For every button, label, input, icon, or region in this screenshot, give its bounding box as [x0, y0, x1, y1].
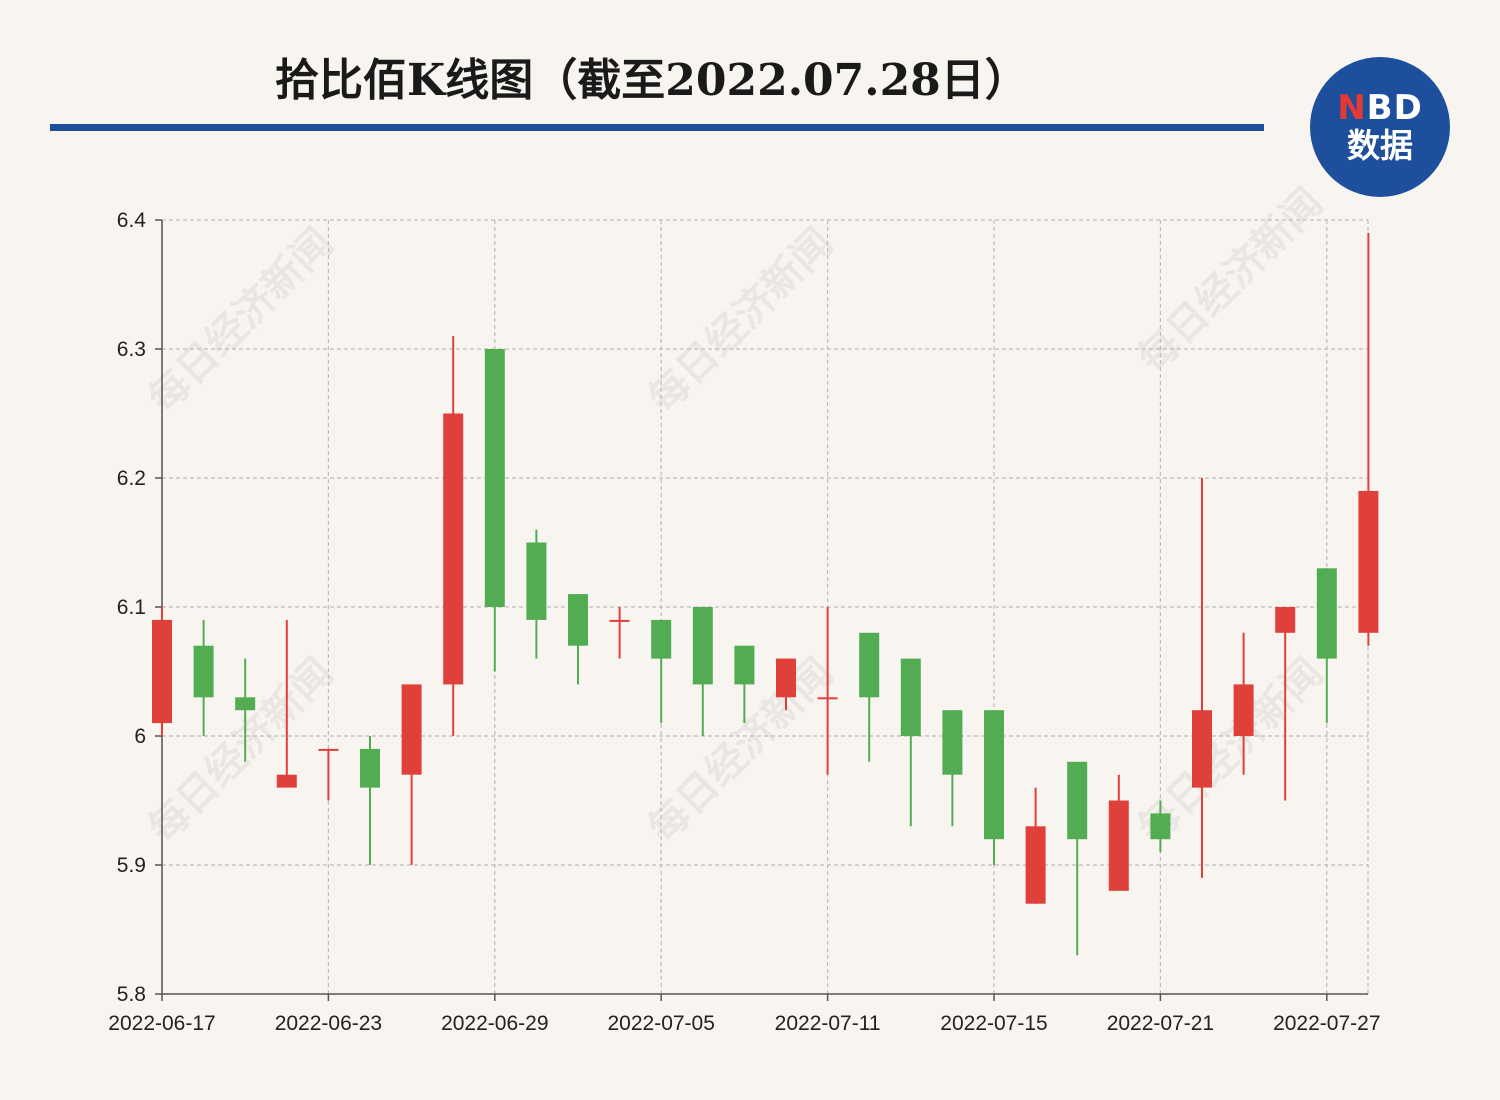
- candle-body: [1108, 800, 1129, 891]
- candle-body: [1233, 684, 1254, 736]
- candle-body: [401, 684, 422, 775]
- candle: [900, 658, 921, 827]
- candle-body: [984, 710, 1004, 840]
- candle-body: [193, 645, 214, 698]
- x-tick-label: 2022-07-11: [775, 1012, 881, 1035]
- logo-bd-letters: BD: [1366, 88, 1423, 128]
- y-tick-label: 6.1: [117, 596, 146, 619]
- candle: [817, 607, 838, 775]
- title-underline: [50, 124, 1264, 131]
- candle: [692, 607, 713, 736]
- watermark-text: 每日经济新闻: [140, 220, 342, 422]
- x-tick-label: 2022-07-15: [940, 1012, 1047, 1035]
- candle-body: [484, 349, 505, 607]
- candle: [276, 619, 297, 788]
- candles: [152, 232, 1379, 956]
- candle: [1192, 478, 1212, 878]
- candle: [859, 632, 880, 762]
- x-tick-label: 2022-07-05: [607, 1012, 714, 1035]
- chart-title: 拾比佰K线图（截至2022.07.28日）: [275, 55, 1029, 106]
- candle: [443, 336, 464, 736]
- candle-body: [360, 748, 380, 788]
- candle: [942, 710, 963, 827]
- candle-body: [1067, 761, 1088, 840]
- y-tick-label: 6.4: [117, 209, 147, 232]
- candle: [776, 658, 796, 711]
- candle: [651, 619, 672, 724]
- x-tick-label: 2022-06-29: [441, 1012, 548, 1035]
- candle: [568, 594, 588, 685]
- candle: [1233, 632, 1254, 775]
- candle: [1025, 787, 1046, 904]
- candle-body: [651, 619, 672, 659]
- x-tick-label: 2022-07-27: [1273, 1012, 1380, 1035]
- candle: [318, 748, 339, 801]
- candle: [1067, 761, 1088, 956]
- x-tick-label: 2022-06-23: [275, 1012, 382, 1035]
- candle-body: [1192, 710, 1212, 788]
- candle: [484, 349, 505, 672]
- candle: [235, 658, 256, 762]
- candle-body: [568, 594, 588, 646]
- candle: [1358, 232, 1379, 646]
- watermark-text: 每日经济新闻: [1130, 180, 1332, 382]
- candle-body: [526, 542, 547, 620]
- candle-body: [1358, 490, 1379, 633]
- candle-body: [1275, 607, 1296, 633]
- y-axis-labels: 5.8 5.9 6 6.1 6.2 6.3 6.4: [117, 209, 147, 1006]
- candle: [734, 645, 755, 724]
- candle: [401, 684, 422, 865]
- candle-body: [609, 619, 630, 622]
- candle-body: [900, 658, 921, 736]
- candle-body: [734, 645, 755, 685]
- x-tick-label: 2022-06-17: [108, 1012, 215, 1035]
- y-tick-label: 6.3: [117, 338, 146, 361]
- candle: [360, 736, 380, 865]
- candle: [152, 607, 172, 736]
- candle-body: [942, 710, 963, 775]
- candle-body: [692, 607, 713, 685]
- candle-body: [1025, 826, 1046, 904]
- candle-body: [235, 697, 256, 711]
- candle-body: [817, 697, 838, 700]
- logo-data-text: 数据: [1347, 126, 1413, 165]
- candle: [609, 607, 630, 659]
- candle: [984, 710, 1004, 865]
- candle-body: [443, 413, 464, 685]
- candle: [1316, 568, 1337, 724]
- candle-body: [776, 658, 796, 698]
- candle: [193, 619, 214, 736]
- candle-body: [859, 632, 880, 698]
- x-axis-labels: 2022-06-17 2022-06-23 2022-06-29 2022-07-05…: [108, 1012, 1380, 1035]
- y-tick-label: 5.8: [117, 983, 146, 1006]
- candle: [1275, 607, 1296, 801]
- candle-body: [1316, 568, 1337, 659]
- candle-body: [152, 619, 172, 724]
- candle: [1150, 800, 1171, 853]
- y-tick-label: 5.9: [117, 854, 146, 877]
- candle-body: [276, 774, 297, 788]
- candle-body: [318, 748, 339, 751]
- watermark-text: 每日经济新闻: [640, 220, 842, 422]
- nbd-data-logo: NBD 数据: [1310, 57, 1450, 197]
- y-tick-label: 6: [134, 725, 146, 748]
- logo-n-letter: N: [1337, 88, 1367, 128]
- y-tick-label: 6.2: [117, 467, 146, 490]
- x-tick-label: 2022-07-21: [1107, 1012, 1214, 1035]
- candle: [526, 529, 547, 659]
- candle-body: [1150, 813, 1171, 840]
- candle: [1108, 774, 1129, 891]
